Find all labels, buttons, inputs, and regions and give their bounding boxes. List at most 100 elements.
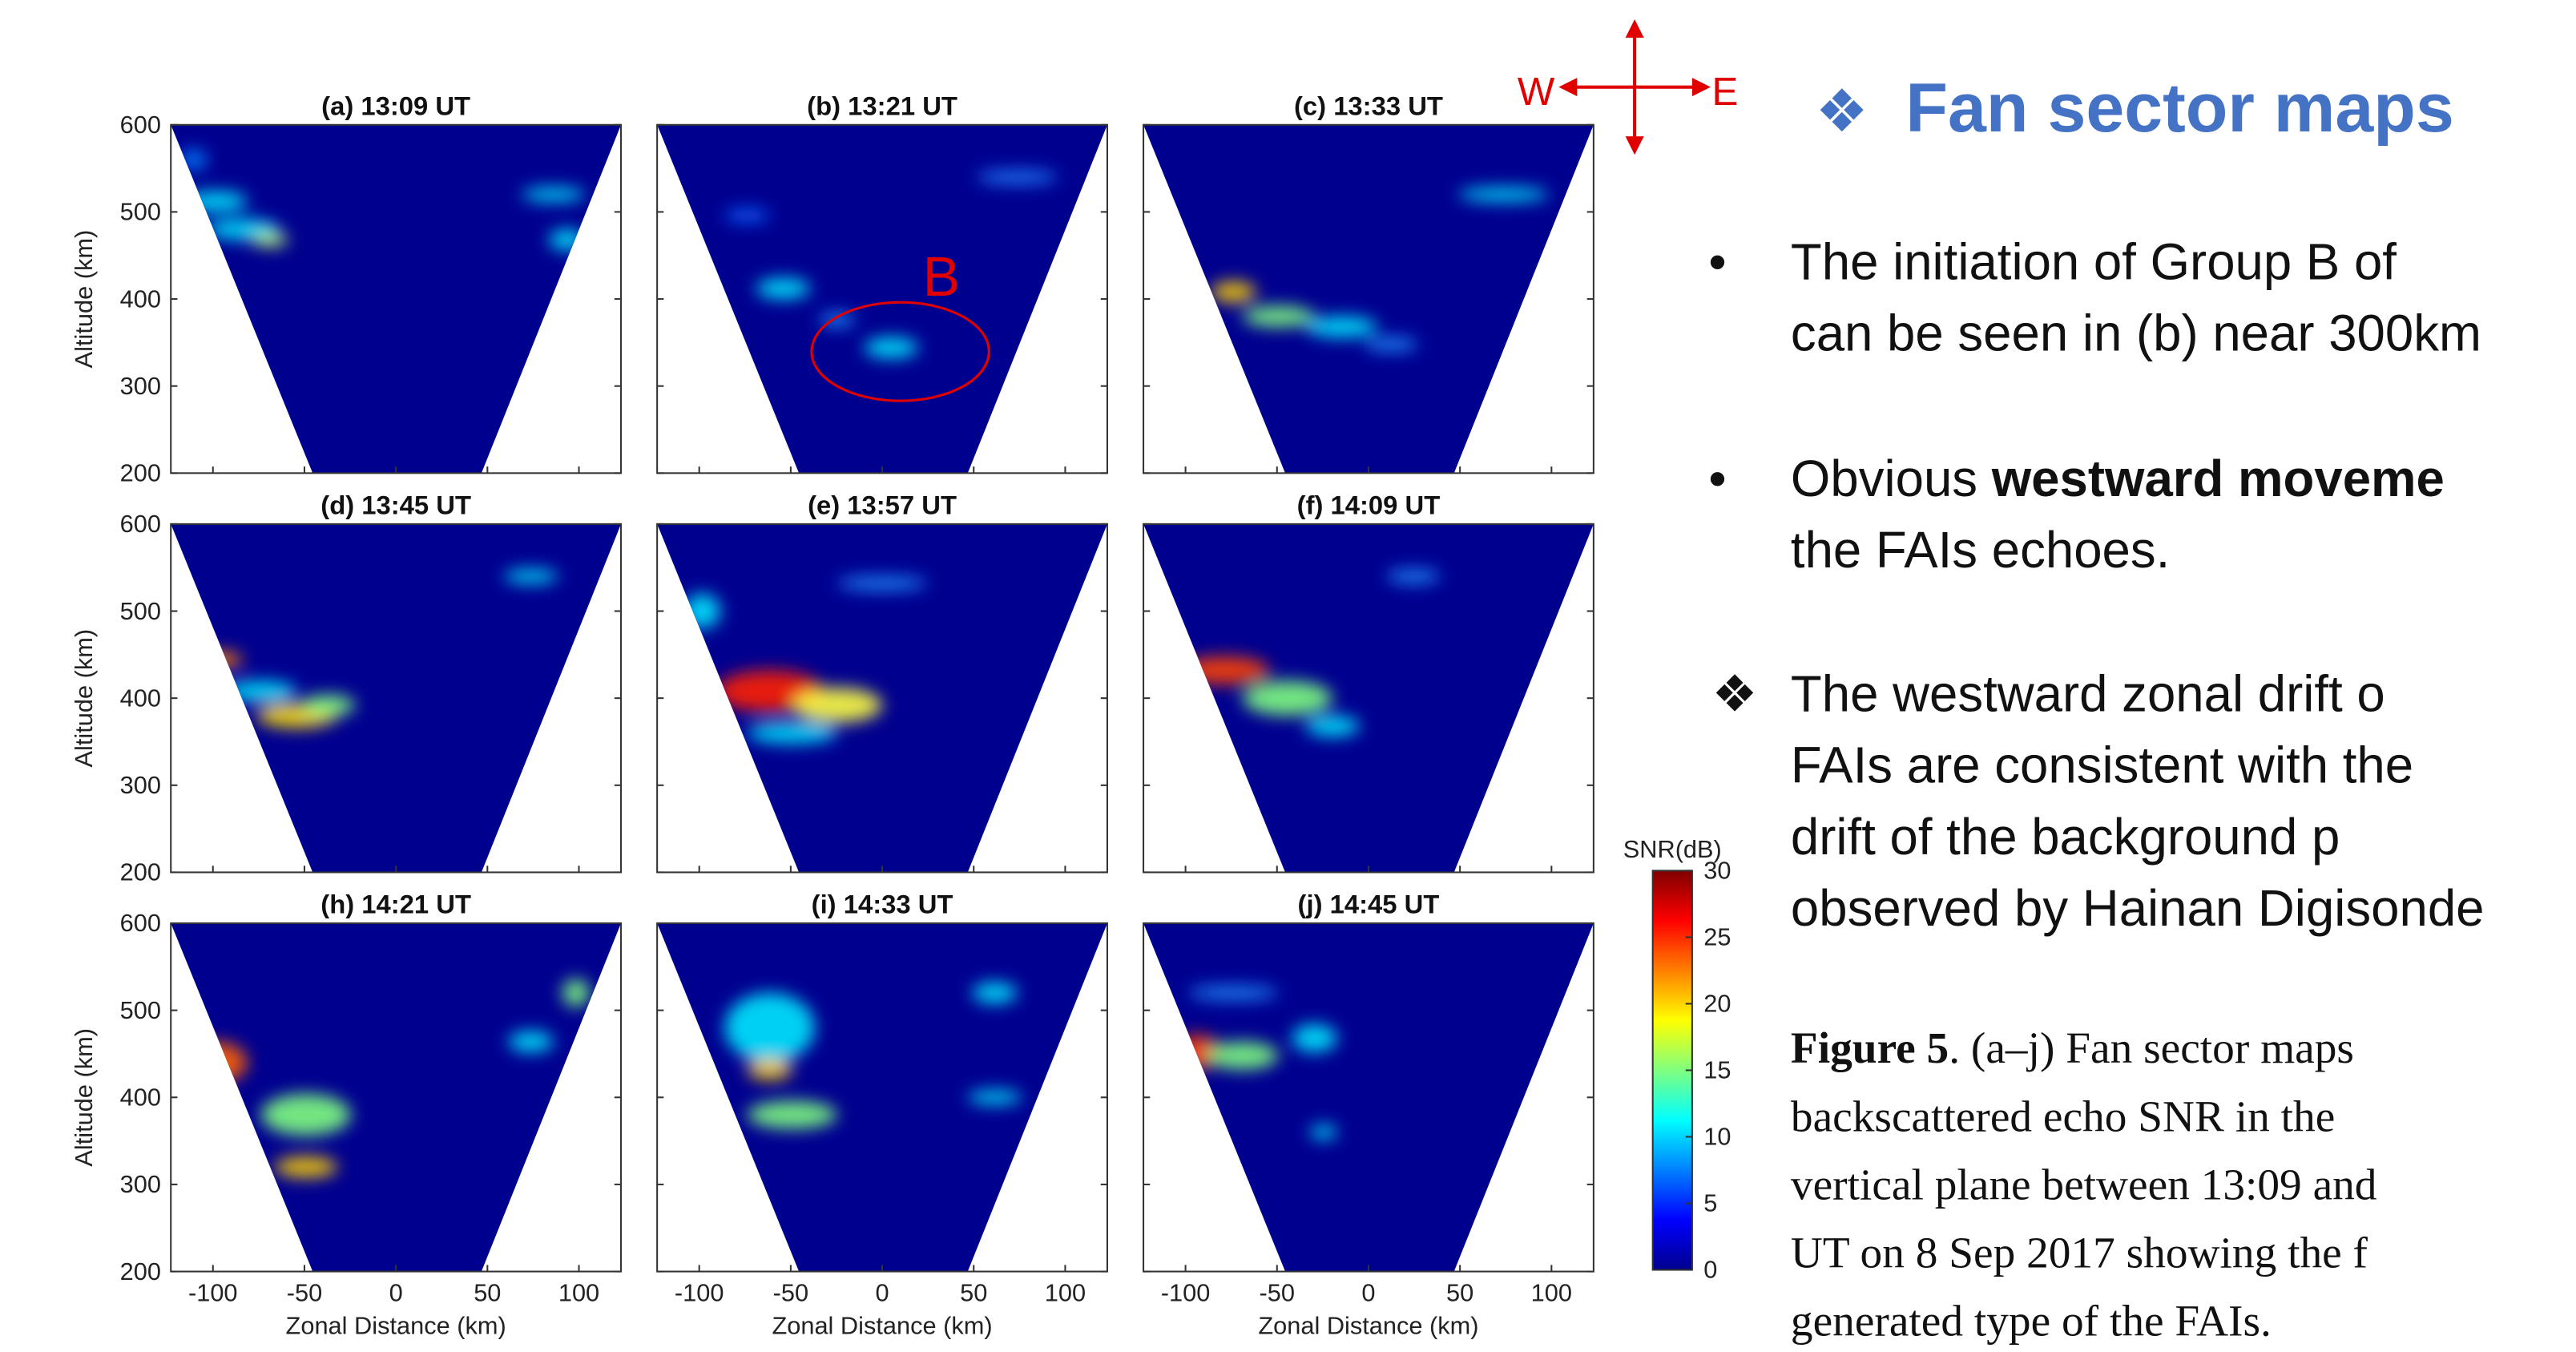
echo	[184, 1042, 248, 1084]
echo	[865, 337, 918, 358]
x-tick-label: 100	[558, 1278, 599, 1306]
panel-title: (a) 13:09 UT	[321, 91, 470, 120]
x-tick-label: -100	[1161, 1278, 1211, 1306]
echo	[1211, 281, 1256, 302]
text-run: The initiation of Group B of	[1791, 233, 2397, 290]
x-tick-label: -100	[188, 1278, 238, 1306]
slide: W E ❖ Fan sector maps (a) 13:09 UT200300…	[0, 0, 2576, 1352]
panel: (e) 13:57 UT	[657, 490, 1107, 873]
echo	[184, 191, 248, 212]
panel-title: (i) 14:33 UT	[812, 890, 953, 919]
echo	[1207, 1042, 1279, 1070]
panel: (f) 14:09 UT	[1143, 490, 1594, 873]
y-tick-label: 300	[120, 771, 161, 799]
y-axis-label: Altitude (km)	[70, 629, 98, 768]
y-tick-label: 400	[120, 285, 161, 313]
fan	[171, 125, 621, 474]
text-line: FAIs are consistent with the	[1791, 737, 2413, 794]
echo	[274, 1156, 337, 1177]
colorbar-tick-label: 30	[1703, 857, 1731, 885]
text-run: the FAIs echoes.	[1791, 522, 2170, 579]
text-run: The westward zonal drift o	[1791, 666, 2385, 723]
text-run: drift of the background p	[1791, 809, 2340, 866]
echo	[1292, 1024, 1336, 1052]
echo	[748, 723, 837, 744]
text-line: UT on 8 Sep 2017 showing the f	[1791, 1228, 2368, 1277]
echo	[968, 1091, 1022, 1104]
echo	[301, 695, 355, 716]
panel-title: (f) 14:09 UT	[1297, 490, 1441, 520]
y-axis-label: Altitude (km)	[70, 1028, 98, 1167]
panel-title: (d) 13:45 UT	[320, 490, 471, 520]
text-run: westward moveme	[1991, 450, 2445, 507]
echo	[549, 229, 585, 250]
page: {"figure": { "panels": [ {"title": "(a) …	[0, 0, 2576, 1352]
y-tick-label: 500	[120, 597, 161, 625]
text-line: Figure 5. (a–j) Fan sector maps	[1791, 1023, 2354, 1072]
echo	[756, 278, 810, 299]
echo	[1243, 680, 1332, 715]
y-tick-label: 200	[120, 858, 161, 886]
x-tick-label: -50	[287, 1278, 322, 1306]
panel-title: (c) 13:33 UT	[1294, 91, 1443, 120]
x-tick-label: 100	[1531, 1278, 1572, 1306]
fan	[1143, 524, 1594, 873]
fan	[657, 923, 1107, 1272]
echo	[1179, 656, 1269, 684]
figure: (a) 13:09 UT200300400500600Altitude (km)…	[70, 91, 1731, 1339]
y-tick-label: 300	[120, 372, 161, 400]
panel: (b) 13:21 UTB	[657, 91, 1107, 473]
echo	[179, 149, 207, 170]
text-run: backscattered echo SNR in the	[1791, 1092, 2335, 1140]
echo	[504, 569, 558, 583]
echo	[1305, 317, 1377, 337]
echo	[1305, 716, 1359, 737]
panel: (a) 13:09 UT200300400500600Altitude (km)	[70, 91, 621, 486]
text-run: observed by Hainan Digisonde	[1791, 880, 2485, 937]
text-run: . (a–j) Fan sector maps	[1949, 1023, 2354, 1072]
text-line: Obvious westward moveme	[1791, 450, 2445, 507]
echo	[972, 983, 1017, 1003]
compass-west: W	[1518, 70, 1555, 114]
text-run: generated type of the FAIs.	[1791, 1297, 2272, 1346]
y-tick-label: 600	[120, 909, 161, 937]
x-axis-label: Zonal Distance (km)	[772, 1311, 992, 1339]
y-tick-label: 400	[120, 684, 161, 712]
text-line: drift of the background p	[1791, 809, 2340, 866]
colorbar-tick-label: 5	[1703, 1189, 1717, 1217]
colorbar-tick-label: 0	[1703, 1256, 1717, 1284]
x-tick-label: 0	[389, 1278, 403, 1306]
text-line: can be seen in (b) near 300km	[1791, 305, 2481, 362]
y-tick-label: 400	[120, 1084, 161, 1112]
echo	[724, 208, 769, 222]
x-axis-label: Zonal Distance (km)	[1258, 1311, 1478, 1339]
echo	[1364, 337, 1417, 351]
x-tick-label: 0	[1361, 1278, 1375, 1306]
echo	[562, 979, 590, 1007]
text-run: Obvious	[1791, 450, 1992, 507]
x-tick-label: 100	[1045, 1278, 1086, 1306]
panel-title: (e) 13:57 UT	[808, 490, 957, 520]
echo	[225, 680, 297, 701]
echo	[748, 1101, 837, 1129]
panel-title: (j) 14:45 UT	[1298, 890, 1440, 919]
text-run: Figure 5	[1791, 1023, 1949, 1072]
x-tick-label: 50	[960, 1278, 987, 1306]
y-tick-label: 500	[120, 198, 161, 226]
text-line: the FAIs echoes.	[1791, 522, 2170, 579]
text-run: can be seen in (b) near 300km	[1791, 305, 2481, 362]
text-line: observed by Hainan Digisonde	[1791, 880, 2485, 937]
compass-east: E	[1711, 70, 1738, 114]
panel-title: (b) 13:21 UT	[807, 91, 957, 120]
fan	[171, 923, 621, 1272]
echo	[189, 652, 243, 669]
y-tick-label: 200	[120, 1257, 161, 1285]
x-tick-label: 50	[474, 1278, 501, 1306]
y-tick-label: 500	[120, 996, 161, 1024]
x-tick-label: 0	[875, 1278, 889, 1306]
y-axis-label: Altitude (km)	[70, 230, 98, 369]
text-line: The westward zonal drift o	[1791, 666, 2385, 723]
